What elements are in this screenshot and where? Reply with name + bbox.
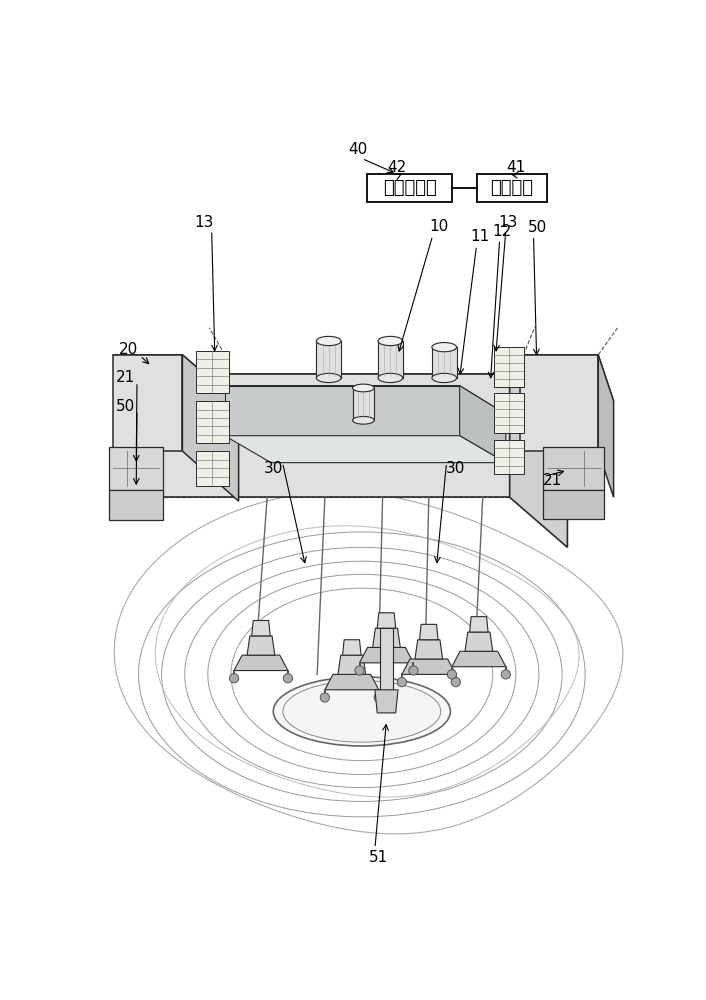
Text: 13: 13 [498, 215, 517, 230]
Circle shape [448, 670, 457, 679]
Text: 50: 50 [528, 220, 547, 235]
Polygon shape [316, 341, 341, 378]
Polygon shape [234, 655, 288, 671]
Text: 40: 40 [348, 142, 368, 157]
Text: 21: 21 [116, 370, 135, 385]
Text: 激光跟踪仪: 激光跟踪仪 [383, 179, 436, 197]
Text: 30: 30 [446, 461, 465, 476]
Text: 42: 42 [387, 160, 406, 175]
FancyBboxPatch shape [367, 174, 452, 202]
Polygon shape [109, 490, 163, 520]
Circle shape [229, 674, 239, 683]
Polygon shape [402, 659, 456, 674]
Polygon shape [460, 386, 505, 463]
Ellipse shape [378, 373, 402, 383]
Polygon shape [381, 628, 393, 690]
Polygon shape [375, 690, 398, 713]
Polygon shape [432, 347, 457, 378]
Polygon shape [543, 447, 604, 490]
Polygon shape [494, 347, 524, 387]
Text: 21: 21 [543, 473, 563, 488]
Polygon shape [338, 655, 366, 674]
Polygon shape [520, 355, 598, 451]
Polygon shape [415, 640, 443, 659]
Polygon shape [378, 341, 402, 378]
Polygon shape [342, 640, 361, 655]
Text: 11: 11 [471, 229, 490, 244]
Ellipse shape [273, 677, 450, 746]
Text: 41: 41 [506, 160, 525, 175]
Circle shape [409, 666, 418, 675]
Text: 50: 50 [116, 399, 135, 414]
Polygon shape [510, 374, 568, 547]
Polygon shape [152, 374, 510, 497]
Ellipse shape [378, 336, 402, 346]
Polygon shape [377, 613, 395, 628]
Polygon shape [543, 490, 604, 519]
Polygon shape [113, 355, 182, 451]
Circle shape [501, 670, 510, 679]
Polygon shape [225, 386, 505, 414]
Polygon shape [196, 401, 229, 443]
Polygon shape [152, 374, 568, 424]
Ellipse shape [316, 373, 341, 383]
Circle shape [355, 666, 364, 675]
Polygon shape [225, 436, 505, 463]
Polygon shape [373, 628, 400, 647]
Ellipse shape [432, 373, 457, 383]
Polygon shape [113, 355, 239, 403]
Polygon shape [109, 447, 163, 490]
Circle shape [283, 674, 292, 683]
Text: 12: 12 [492, 224, 512, 239]
Ellipse shape [352, 416, 374, 424]
Circle shape [397, 677, 407, 687]
Ellipse shape [432, 343, 457, 352]
Polygon shape [494, 440, 524, 474]
Polygon shape [225, 386, 460, 436]
Polygon shape [494, 393, 524, 433]
Polygon shape [452, 651, 505, 667]
Circle shape [321, 693, 330, 702]
Circle shape [374, 693, 383, 702]
Text: 20: 20 [119, 342, 138, 357]
Ellipse shape [283, 681, 441, 742]
Text: 51: 51 [369, 850, 388, 865]
Text: 分析设备: 分析设备 [491, 179, 534, 197]
Text: 10: 10 [429, 219, 448, 234]
Polygon shape [469, 617, 488, 632]
Polygon shape [247, 636, 275, 655]
Text: 30: 30 [263, 461, 283, 476]
Ellipse shape [316, 336, 341, 346]
Polygon shape [520, 355, 614, 401]
Polygon shape [352, 388, 374, 420]
Polygon shape [465, 632, 493, 651]
Polygon shape [196, 451, 229, 486]
Polygon shape [252, 620, 270, 636]
Circle shape [451, 677, 460, 687]
Polygon shape [196, 351, 229, 393]
FancyBboxPatch shape [477, 174, 546, 202]
Polygon shape [598, 355, 614, 497]
Polygon shape [359, 647, 414, 663]
Polygon shape [325, 674, 378, 690]
Polygon shape [419, 624, 438, 640]
Text: 13: 13 [194, 215, 214, 230]
Polygon shape [182, 355, 239, 501]
Ellipse shape [352, 384, 374, 392]
